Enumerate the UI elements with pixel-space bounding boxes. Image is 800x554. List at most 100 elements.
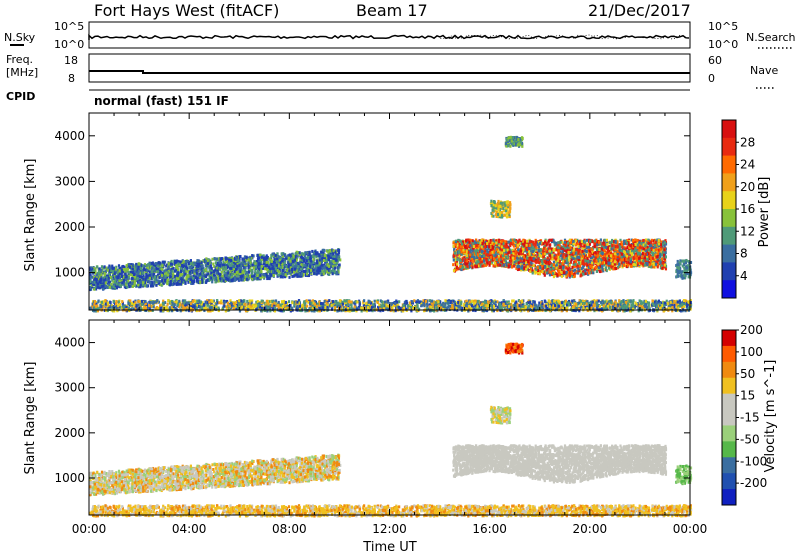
- power-pixel: [303, 260, 305, 263]
- power-pixel: [270, 259, 272, 262]
- power-pixel: [196, 269, 198, 272]
- power-pixel: [330, 254, 332, 257]
- power-pixel: [299, 251, 301, 254]
- power-pixel: [126, 264, 128, 267]
- power-pixel: [276, 264, 278, 267]
- power-pixel: [150, 285, 152, 288]
- power-pixel: [266, 254, 268, 257]
- power-pixel: [169, 275, 171, 278]
- power-pixel: [199, 306, 201, 309]
- power-pixel: [213, 273, 215, 276]
- power-pixel: [511, 300, 513, 303]
- power-pixel: [95, 305, 97, 308]
- power-pixel: [313, 272, 315, 275]
- power-pixel: [334, 267, 336, 270]
- power-pixel: [222, 263, 224, 266]
- power-pixel: [459, 306, 461, 309]
- freq-strip: [89, 54, 690, 82]
- power-pixel: [289, 260, 291, 263]
- power-pixel: [236, 265, 238, 268]
- power-pixel: [332, 269, 334, 272]
- power-pixel: [253, 267, 255, 270]
- power-pixel: [280, 266, 282, 269]
- power-pixel: [452, 307, 454, 310]
- power-pixel: [449, 305, 451, 308]
- power-pixel: [365, 302, 367, 305]
- power-pixel: [673, 300, 675, 303]
- power-pixel: [310, 263, 312, 266]
- power-pixel: [452, 300, 454, 303]
- power-pixel: [282, 269, 284, 272]
- power-pixel: [117, 304, 119, 307]
- power-pixel: [157, 280, 159, 283]
- power-pixel: [105, 285, 107, 288]
- power-pixel: [94, 300, 96, 303]
- power-pixel: [441, 303, 443, 306]
- power-pixel: [599, 305, 601, 308]
- power-pixel: [234, 276, 236, 279]
- power-pixel: [208, 301, 210, 304]
- power-pixel: [634, 301, 636, 304]
- power-pixel: [553, 300, 555, 303]
- power-pixel: [300, 268, 302, 271]
- power-pixel: [153, 305, 155, 308]
- power-pixel: [381, 301, 383, 304]
- power-pixel: [343, 299, 345, 302]
- power-pixel: [554, 304, 556, 307]
- power-pixel: [199, 272, 201, 275]
- power-pixel: [568, 301, 570, 304]
- power-pixel: [245, 256, 247, 259]
- power-pixel: [614, 301, 616, 304]
- power-pixel: [648, 304, 650, 307]
- power-pixel: [190, 302, 192, 305]
- power-pixel: [230, 302, 232, 305]
- power-pixel: [198, 262, 200, 265]
- power-pixel: [103, 279, 105, 282]
- power-pixel: [446, 306, 448, 309]
- power-pixel: [137, 266, 139, 269]
- power-pixel: [322, 264, 324, 267]
- power-pixel: [196, 272, 198, 275]
- power-pixel: [306, 299, 308, 302]
- power-pixel: [201, 272, 203, 275]
- power-pixel: [227, 278, 229, 281]
- power-pixel: [124, 273, 126, 276]
- power-pixel: [181, 264, 183, 267]
- power-pixel: [223, 301, 225, 304]
- power-pixel: [167, 299, 169, 302]
- noise-tick-top-right: 10^5: [708, 20, 738, 33]
- power-pixel: [111, 306, 113, 309]
- power-pixel: [211, 258, 213, 261]
- power-pixel: [431, 300, 433, 303]
- power-pixel: [96, 265, 98, 268]
- power-pixel: [100, 278, 102, 281]
- power-pixel: [128, 271, 130, 274]
- power-pixel: [335, 259, 337, 262]
- power-pixel: [230, 259, 232, 262]
- power-pixel: [136, 304, 138, 307]
- power-pixel: [157, 307, 159, 310]
- power-pixel: [167, 303, 169, 306]
- power-pixel: [687, 300, 689, 303]
- power-pixel: [263, 274, 265, 277]
- power-pixel: [228, 258, 230, 261]
- power-pixel: [97, 282, 99, 285]
- power-pixel: [91, 276, 93, 279]
- power-panel: 1000200030004000 Slant Range [km] 481216…: [23, 113, 772, 313]
- power-pixel: [142, 281, 144, 284]
- power-pixel: [305, 251, 307, 254]
- power-pixel: [149, 277, 151, 280]
- power-pixel: [143, 265, 145, 268]
- freq-tick-top-left: 18: [64, 54, 78, 67]
- power-pixel: [426, 304, 428, 307]
- power-pixel: [244, 266, 246, 269]
- power-pixel: [133, 273, 135, 276]
- power-pixel: [391, 306, 393, 309]
- power-pixel: [309, 265, 311, 268]
- power-pixel: [238, 303, 240, 306]
- power-pixel: [161, 279, 163, 282]
- power-pixel: [683, 305, 685, 308]
- power-pixel: [145, 306, 147, 309]
- power-pixel: [96, 278, 98, 281]
- power-pixel: [273, 258, 275, 261]
